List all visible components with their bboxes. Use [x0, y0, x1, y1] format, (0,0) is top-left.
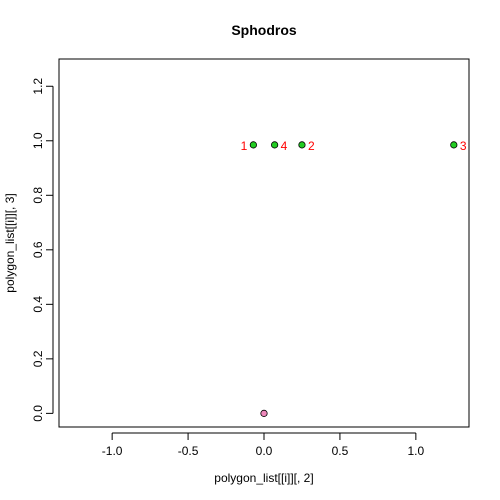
- x-tick-label: -1.0: [102, 444, 123, 458]
- x-tick-label: 1.0: [408, 444, 425, 458]
- x-tick-label: -0.5: [178, 444, 199, 458]
- data-point: [271, 141, 279, 149]
- x-tick-label: 0.5: [332, 444, 349, 458]
- y-tick-label: 0.4: [31, 296, 45, 313]
- plot-frame: [58, 58, 470, 428]
- data-point: [260, 409, 268, 417]
- y-tick-label: 0.6: [31, 241, 45, 258]
- data-point: [450, 141, 458, 149]
- data-point: [298, 141, 306, 149]
- data-points: 1 2 3 4: [241, 139, 467, 417]
- point-label: 1: [241, 139, 248, 153]
- chart-title: Sphodros: [231, 22, 297, 38]
- x-tick-label: 0.0: [256, 444, 273, 458]
- y-tick-label: 0.8: [31, 187, 45, 204]
- y-axis: 0.0 0.2 0.4 0.6 0.8 1.0 1.2: [31, 78, 54, 422]
- y-tick-label: 1.0: [31, 132, 45, 149]
- x-axis-label: polygon_list[[i]][, 2]: [214, 471, 313, 485]
- y-axis-label: polygon_list[[i]][, 3]: [3, 193, 17, 292]
- point-label: 2: [308, 139, 315, 153]
- x-axis: -1.0 -0.5 0.0 0.5 1.0: [102, 432, 425, 458]
- point-label: 3: [460, 139, 467, 153]
- data-point: [249, 141, 257, 149]
- y-tick-label: 0.0: [31, 405, 45, 422]
- y-tick-label: 1.2: [31, 78, 45, 95]
- point-label: 4: [281, 139, 288, 153]
- y-tick-label: 0.2: [31, 350, 45, 367]
